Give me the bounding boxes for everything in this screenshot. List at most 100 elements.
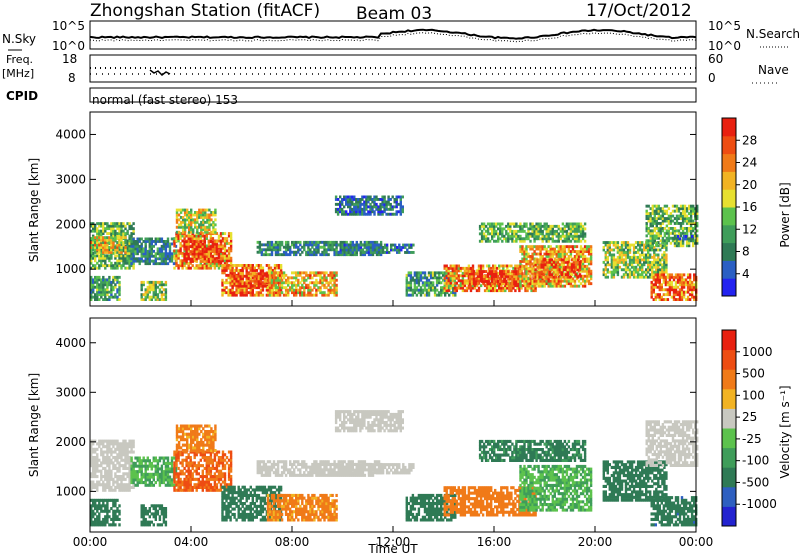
- data-cell: [317, 240, 320, 244]
- data-cell: [688, 275, 692, 279]
- data-cell: [146, 237, 149, 241]
- data-cell: [367, 253, 371, 257]
- data-cell: [660, 273, 663, 277]
- data-cell: [538, 270, 541, 274]
- data-cell: [160, 252, 164, 256]
- data-cell: [108, 224, 111, 228]
- data-cell: [278, 276, 282, 280]
- data-cell: [110, 280, 113, 284]
- data-cell: [645, 224, 648, 228]
- data-cell: [525, 250, 528, 253]
- data-cell: [365, 212, 368, 216]
- data-cell: [521, 237, 524, 241]
- data-cell: [682, 285, 686, 289]
- data-cell: [583, 264, 587, 268]
- data-cell: [405, 286, 408, 290]
- data-cell: [511, 272, 514, 276]
- data-cell: [606, 246, 609, 249]
- data-cell: [507, 237, 510, 241]
- data-cell: [474, 277, 478, 281]
- data-cell: [339, 202, 342, 206]
- data-cell: [417, 288, 421, 292]
- data-cell: [678, 293, 682, 297]
- data-cell: [307, 240, 310, 244]
- data-cell: [185, 245, 188, 249]
- data-cell: [235, 264, 238, 267]
- data-cell: [632, 273, 636, 277]
- data-cell: [160, 262, 164, 266]
- data-cell: [423, 273, 427, 277]
- data-cell: [647, 246, 650, 249]
- data-cell: [369, 212, 372, 216]
- data-cell: [96, 246, 99, 249]
- data-cell: [211, 250, 215, 253]
- data-cell: [647, 258, 650, 262]
- data-cell: [678, 283, 682, 287]
- data-cell: [641, 273, 644, 277]
- data-cell: [540, 270, 543, 274]
- data-cell: [493, 275, 496, 278]
- data-cell: [270, 248, 274, 252]
- data-cell: [672, 295, 676, 299]
- data-cell: [255, 291, 258, 295]
- data-cell: [110, 222, 113, 226]
- data-cell: [587, 250, 591, 253]
- data-cell: [665, 258, 668, 262]
- data-cell: [579, 234, 583, 238]
- data-cell: [453, 281, 456, 285]
- data-cell: [495, 232, 498, 236]
- data-cell: [90, 224, 93, 228]
- data-cell: [643, 258, 646, 262]
- data-cell: [429, 273, 433, 277]
- data-cell: [679, 244, 683, 248]
- data-cell: [515, 275, 518, 278]
- data-cell: [235, 266, 238, 270]
- data-cell: [333, 291, 336, 295]
- data-cell: [156, 293, 160, 297]
- data-cell: [355, 202, 358, 206]
- data-cell: [277, 288, 281, 292]
- data-cell: [499, 280, 502, 283]
- data-cell: [185, 266, 188, 270]
- data-cell: [118, 224, 121, 228]
- data-cell: [122, 264, 125, 268]
- data-cell: [164, 257, 168, 261]
- data-cell: [114, 224, 117, 228]
- data-cell: [650, 283, 653, 287]
- data-cell: [393, 205, 396, 209]
- data-cell: [148, 290, 151, 294]
- data-cell: [375, 202, 378, 206]
- data-cell: [395, 200, 398, 204]
- data-cell: [185, 261, 188, 265]
- data-cell: [557, 237, 560, 241]
- data-cell: [284, 288, 288, 292]
- data-cell: [447, 289, 450, 293]
- data-cell: [693, 278, 696, 282]
- data-cell: [507, 270, 510, 273]
- data-cell: [579, 224, 583, 228]
- data-cell: [227, 293, 230, 297]
- data-cell: [177, 266, 180, 270]
- data-cell: [200, 230, 203, 234]
- data-cell: [526, 289, 529, 293]
- data-cell: [128, 256, 131, 260]
- data-cell: [351, 243, 354, 247]
- data-cell: [628, 258, 632, 262]
- data-cell: [447, 276, 450, 280]
- data-cell: [527, 282, 530, 286]
- data-cell: [505, 229, 508, 233]
- data-cell: [118, 234, 121, 238]
- data-cell: [225, 264, 229, 268]
- data-cell: [367, 210, 370, 214]
- data-cell: [575, 237, 579, 241]
- data-cell: [558, 258, 561, 262]
- data-cell: [235, 291, 238, 295]
- data-cell: [569, 229, 573, 233]
- data-cell: [118, 232, 121, 235]
- data-cell: [196, 225, 199, 229]
- data-cell: [331, 276, 334, 280]
- data-cell: [561, 250, 565, 253]
- data-cell: [660, 285, 663, 289]
- data-cell: [142, 240, 145, 243]
- data-cell: [200, 213, 203, 217]
